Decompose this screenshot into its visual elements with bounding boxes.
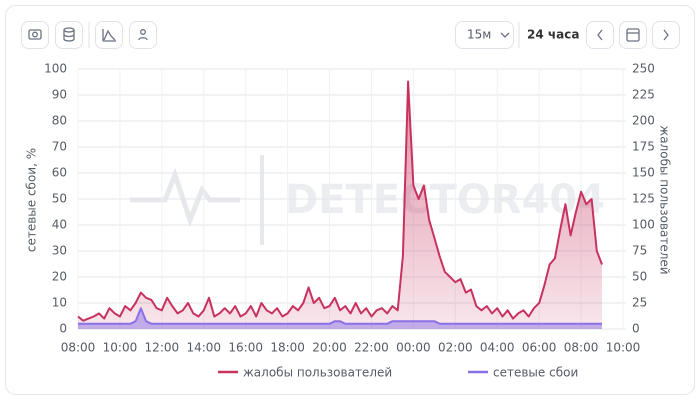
toolbar-left (21, 21, 157, 49)
y2-tick-label: 75 (632, 244, 647, 258)
x-tick-label: 12:00 (145, 341, 180, 355)
x-tick-label: 20:00 (312, 341, 347, 355)
data-button[interactable] (55, 21, 83, 49)
x-tick-label: 00:00 (396, 341, 431, 355)
y2-axis-title: жалобы пользователей (658, 125, 672, 274)
camera-button[interactable] (21, 21, 49, 49)
x-tick-label: 16:00 (228, 341, 263, 355)
y-tick-label: 50 (52, 192, 67, 206)
prev-button[interactable] (586, 21, 614, 49)
y2-tick-label: 50 (632, 270, 647, 284)
x-tick-label: 14:00 (186, 341, 221, 355)
y-tick-label: 40 (52, 218, 67, 232)
legend-label: сетевые сбои (493, 366, 578, 380)
y2-tick-label: 25 (632, 296, 647, 310)
x-tick-label: 22:00 (354, 341, 389, 355)
x-tick-label: 08:00 (564, 341, 599, 355)
x-tick-label: 10:00 (103, 341, 138, 355)
y2-tick-label: 200 (632, 114, 655, 128)
y-tick-label: 0 (59, 322, 67, 336)
x-tick-label: 10:00 (606, 341, 641, 355)
chart-button[interactable] (95, 21, 123, 49)
series-area (78, 81, 602, 329)
legend-label: жалобы пользователей (243, 366, 392, 380)
calendar-button[interactable] (619, 21, 647, 49)
toolbar-right: 15м 24 часа (455, 21, 680, 49)
x-tick-label: 06:00 (522, 341, 557, 355)
y2-tick-label: 175 (632, 140, 655, 154)
card (5, 5, 695, 395)
y-tick-label: 70 (52, 140, 67, 154)
y-tick-label: 30 (52, 244, 67, 258)
y-tick-label: 90 (52, 88, 67, 102)
range-label[interactable]: 24 часа (527, 28, 579, 42)
y2-tick-label: 225 (632, 88, 655, 102)
y2-tick-label: 150 (632, 166, 655, 180)
x-tick-label: 08:00 (61, 341, 96, 355)
y-axis-title: сетевые сбои, % (25, 148, 39, 252)
y2-tick-label: 0 (632, 322, 640, 336)
next-button[interactable] (652, 21, 680, 49)
user-button[interactable] (129, 21, 157, 49)
y-tick-label: 100 (44, 62, 67, 76)
interval-select[interactable] (455, 21, 514, 49)
x-tick-label: 18:00 (270, 341, 305, 355)
x-tick-label: 04:00 (480, 341, 515, 355)
interval-label: 15м (467, 28, 491, 42)
x-tick-label: 02:00 (438, 341, 473, 355)
watermark-text: DETECTOR404 (285, 177, 605, 223)
y2-tick-label: 250 (632, 62, 655, 76)
y-tick-label: 10 (52, 296, 67, 310)
y2-tick-label: 125 (632, 192, 655, 206)
y-tick-label: 60 (52, 166, 67, 180)
y2-tick-label: 100 (632, 218, 655, 232)
y-tick-label: 20 (52, 270, 67, 284)
watermark: DETECTOR404 (130, 155, 605, 245)
y-tick-label: 80 (52, 114, 67, 128)
series-line (78, 307, 602, 325)
series-line (77, 80, 603, 322)
